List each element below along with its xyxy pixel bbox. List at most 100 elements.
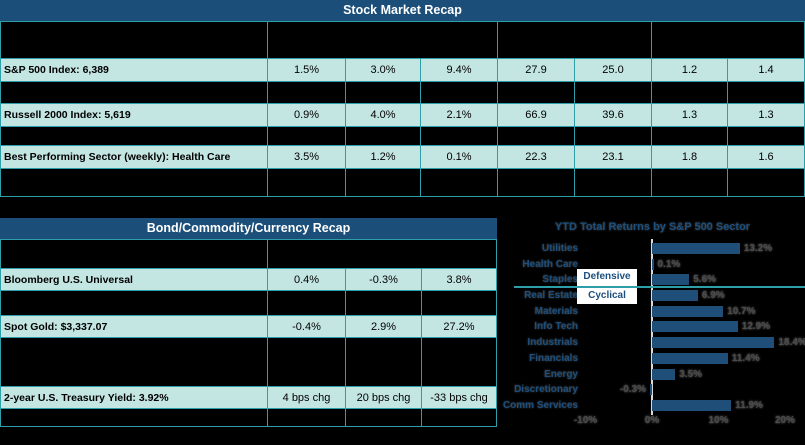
chart-value-label: 10.7% <box>727 305 756 317</box>
row-label: Bloomberg U.S. Universal <box>1 269 268 290</box>
chart-value-label: 18.4% <box>778 337 805 349</box>
chart-row: Comm Services 11.9% <box>500 398 805 414</box>
bond-spacer-row <box>0 291 497 315</box>
spacer-cell <box>346 338 422 386</box>
chart-value-label: 11.4% <box>731 352 760 364</box>
chart-title: YTD Total Returns by S&P 500 Sector <box>554 221 751 233</box>
spacer-cell <box>422 338 496 386</box>
spacer-cell <box>1 82 268 103</box>
chart-value-label: 12.9% <box>741 321 771 333</box>
spacer-cell <box>575 127 652 145</box>
spacer-cell <box>346 169 421 196</box>
spacer-cell <box>575 169 652 196</box>
table-cell: 0.4% <box>268 269 346 290</box>
chart-bar <box>652 290 698 302</box>
x-axis-tick-label: 0% <box>644 415 660 426</box>
chart-bar <box>652 243 740 254</box>
spacer-cell <box>652 127 728 145</box>
x-axis-tick-label: 10% <box>708 415 729 426</box>
chart-row: Energy 3.5% <box>500 367 805 383</box>
table-row-treasury-yield: 2-year U.S. Treasury Yield: 3.92% 4 bps … <box>0 386 497 409</box>
table-cell: 3.5% <box>268 146 346 168</box>
table-row-russell2000: Russell 2000 Index: 5,619 0.9% 4.0% 2.1%… <box>0 103 805 127</box>
table-cell: 0.1% <box>421 146 498 168</box>
spacer-cell <box>421 82 498 103</box>
chart-bar <box>652 368 676 380</box>
table-cell: 3.8% <box>446 273 472 286</box>
row-label: Spot Gold: $3,337.07 <box>1 316 268 337</box>
spacer-cell <box>1 338 268 386</box>
cyclical-label: Cyclical <box>588 290 626 301</box>
spacer-cell <box>728 169 804 196</box>
table-cell: -0.3% <box>346 269 422 290</box>
chart-row: Utilities 13.2% <box>500 241 805 257</box>
table-cell: 22.3 <box>498 146 575 168</box>
x-axis-tick-label: 20% <box>774 415 796 426</box>
chart-category-label: Energy <box>544 368 578 380</box>
chart-rows: Utilities 13.2% Health Care 0.1% Staples 5.6%… <box>500 241 805 414</box>
table-cell: 1.2 <box>652 59 728 81</box>
table-cell: 25.0 <box>575 59 652 81</box>
chart-value-label: 11.9% <box>735 399 763 411</box>
table-cell: 1.5% <box>268 59 346 81</box>
chart-category-label: Info Tech <box>534 321 578 333</box>
spacer-cell <box>1 240 268 268</box>
spacer-cell <box>1 169 268 196</box>
spacer-cell <box>498 127 575 145</box>
spacer-cell <box>1 409 268 426</box>
stock-table-title: Stock Market Recap <box>0 0 805 22</box>
defensive-cyclical-divider-line <box>514 286 805 288</box>
ytd-returns-chart: YTD Total Returns by S&P 500 Sector Util… <box>500 218 805 445</box>
chart-value-label: -0.3% <box>619 384 647 396</box>
table-cell: 1.4 <box>758 64 774 76</box>
row-label: Russell 2000 Index: 5,619 <box>1 104 268 126</box>
table-cell: 66.9 <box>498 104 575 126</box>
spacer-cell <box>652 22 804 58</box>
spacer-cell <box>268 338 346 386</box>
table-cell: -33 bps chg <box>430 391 488 404</box>
spacer-cell <box>498 22 652 58</box>
chart-category-label: Comm Services <box>502 399 578 411</box>
table-cell: 2.9% <box>346 316 422 337</box>
chart-bar <box>650 384 652 396</box>
bond-spacer-row <box>0 338 497 386</box>
table-cell: 20 bps chg <box>346 387 422 408</box>
table-cell: 1.3 <box>758 109 774 121</box>
table-cell: 1.3 <box>652 104 728 126</box>
spacer-cell <box>268 22 498 58</box>
spacer-cell <box>268 127 346 145</box>
bond-table-title: Bond/Commodity/Currency Recap <box>0 218 497 240</box>
stock-bottom-spacer-row <box>0 169 805 197</box>
spacer-cell <box>268 82 346 103</box>
spacer-cell <box>498 82 575 103</box>
row-label: 2-year U.S. Treasury Yield: 3.92% <box>1 387 268 408</box>
chart-row: Staples 5.6% <box>500 272 805 288</box>
spacer-cell <box>1 127 268 145</box>
table-cell: 4.0% <box>346 104 421 126</box>
spacer-cell <box>346 127 421 145</box>
spacer-cell <box>268 409 346 426</box>
chart-value-label: 13.2% <box>743 243 773 254</box>
chart-category-label: Industrials <box>527 337 578 349</box>
chart-bar <box>652 337 775 349</box>
spacer-cell <box>421 169 498 196</box>
spacer-cell <box>575 82 652 103</box>
spacer-cell <box>268 240 496 268</box>
spacer-cell <box>346 409 422 426</box>
chart-bar <box>652 399 732 411</box>
stock-spacer-row <box>0 127 805 145</box>
table-cell: 9.4% <box>421 59 498 81</box>
table-cell: 39.6 <box>575 104 652 126</box>
stock-market-recap-table: Stock Market Recap S&P 500 Index: 6,389 … <box>0 0 805 197</box>
chart-category-label: Materials <box>534 305 578 317</box>
chart-bar <box>652 274 690 286</box>
spacer-cell <box>268 291 346 315</box>
spacer-cell <box>1 22 268 58</box>
spacer-cell <box>346 291 422 315</box>
chart-bar <box>652 305 724 317</box>
chart-row: Financials 11.4% <box>500 351 805 367</box>
table-cell: 23.1 <box>575 146 652 168</box>
spacer-cell <box>1 291 268 315</box>
table-cell: 27.9 <box>498 59 575 81</box>
chart-row: Industrials 18.4% <box>500 335 805 351</box>
